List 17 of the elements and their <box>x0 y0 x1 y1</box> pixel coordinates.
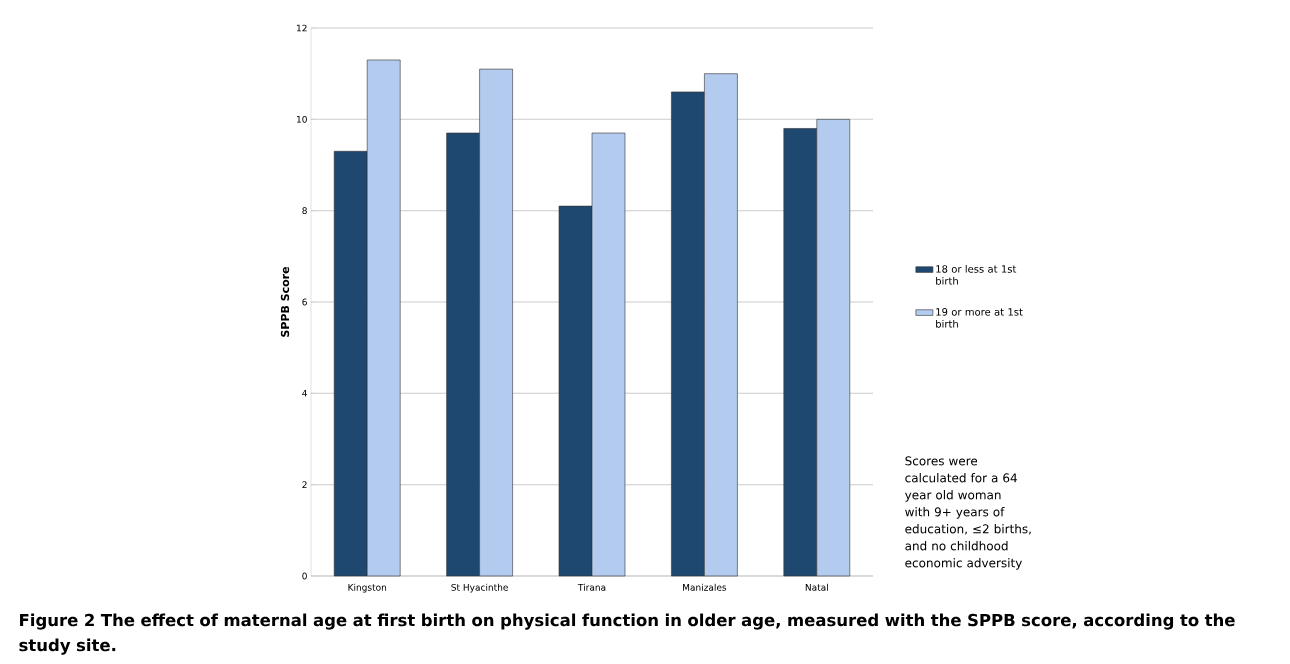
x-tick-label: Manizales <box>683 583 727 591</box>
legend-label: 18 or less at 1st birth <box>936 265 1017 285</box>
text: Scores were calculated for a 64 year old woman with 9+ years of education, ≤2 births, and no childhood economic adversity <box>905 456 1031 570</box>
y-tick-label: 6 <box>302 298 307 306</box>
x-tick-label: Tirana <box>577 583 606 591</box>
y-tick-label: 8 <box>302 207 307 215</box>
legend-label: 19 or more at 1st birth <box>936 308 1023 328</box>
text: Figure 2 The effect of maternal age at first birth on physical function in older age, measured with the SPPB score, according to the study site. <box>19 613 1235 655</box>
y-axis-title: SPPB Score <box>280 266 290 337</box>
y-tick-label: 2 <box>302 481 307 488</box>
x-tick-label: Natal <box>805 583 828 591</box>
y-tick-label: 10 <box>297 115 307 123</box>
x-tick-label: St Hyacinthe <box>451 583 508 593</box>
y-tick-label: 0 <box>302 572 307 580</box>
y-tick-label: 12 <box>297 24 307 32</box>
x-tick-label: Kingston <box>348 583 387 593</box>
y-tick-label: 4 <box>302 390 307 397</box>
